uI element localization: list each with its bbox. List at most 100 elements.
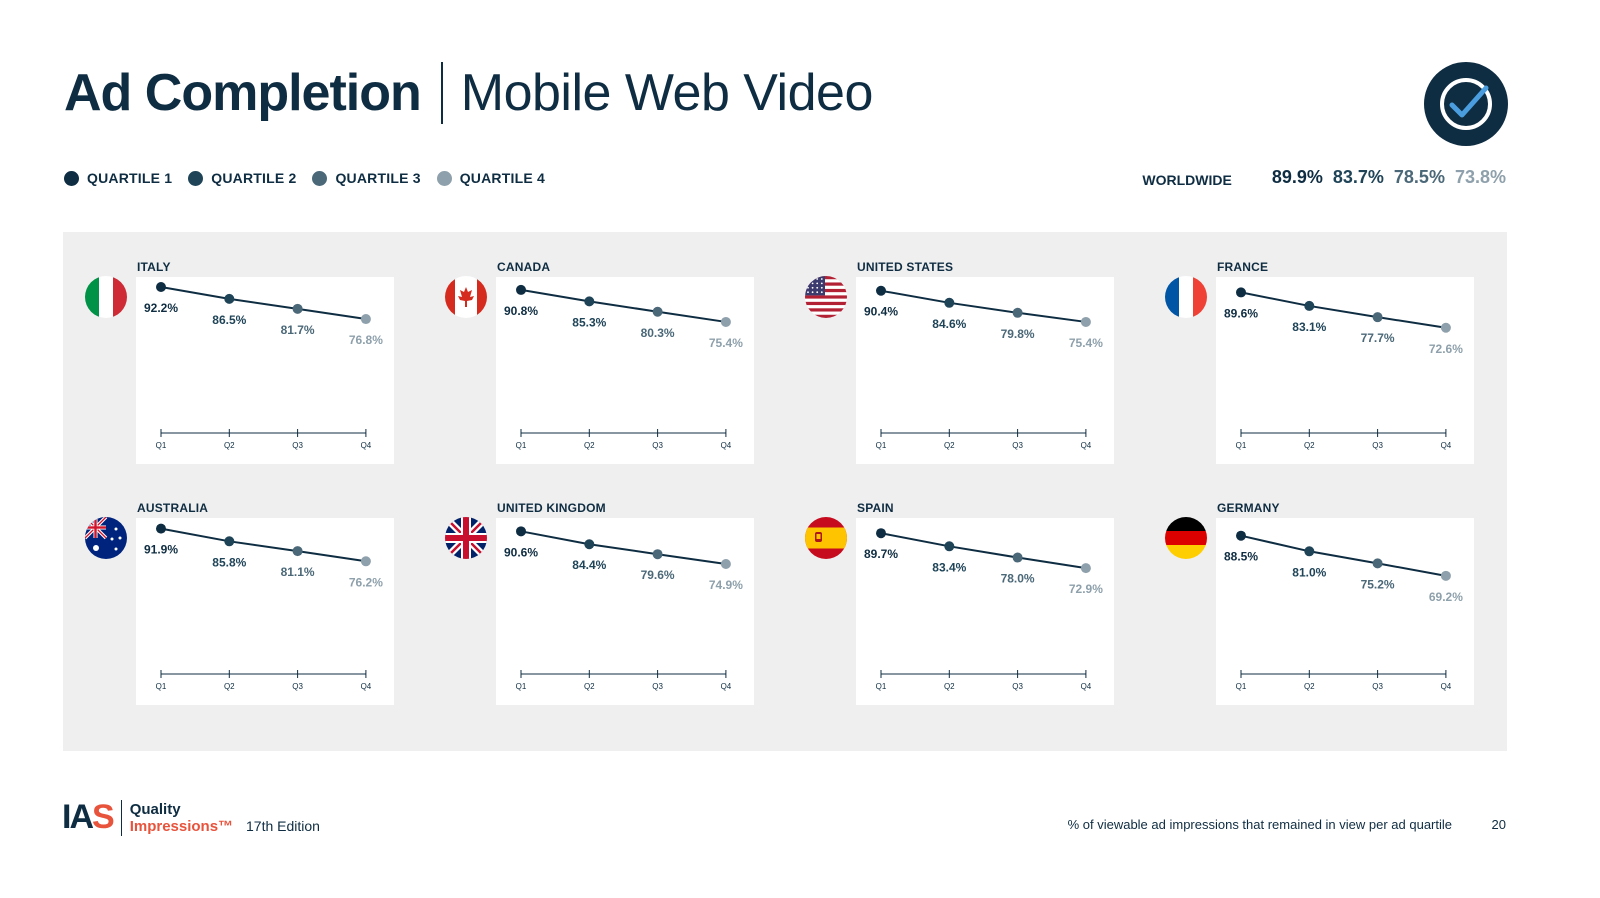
chart-card: Q1 Q2 Q3 Q4 90.8% 85.3% 80.3% 75.4% (496, 277, 754, 464)
x-tick-label: Q2 (584, 441, 595, 450)
data-point-q3 (1012, 307, 1023, 318)
chart-title: ITALY (137, 260, 171, 274)
x-tick-label: Q1 (876, 682, 887, 691)
legend-item-q4: QUARTILE 4 (436, 170, 545, 186)
chart-svg: Q1 Q2 Q3 Q4 92.2% 86.5% 81.7% 76.8% (144, 282, 383, 450)
data-point-q3 (292, 546, 303, 557)
data-point-q4 (1080, 563, 1091, 574)
chart-svg: Q1 Q2 Q3 Q4 89.7% 83.4% 78.0% 72.9% (864, 528, 1103, 691)
series-line (1240, 291, 1447, 329)
chart-france: FRANCE Q1 Q2 Q3 Q4 89.6% 83.1% 77.7% 72.6% (1143, 232, 1483, 472)
chart-card: Q1 Q2 Q3 Q4 90.4% 84.6% 79.8% 75.4% (856, 277, 1114, 464)
data-point-q4 (720, 316, 731, 327)
data-label-q1: 90.8% (504, 304, 538, 318)
data-point-q1 (876, 285, 886, 296)
x-tick-label: Q3 (1372, 682, 1383, 691)
legend-dot-q2 (188, 170, 204, 186)
chart-svg: Q1 Q2 Q3 Q4 90.8% 85.3% 80.3% 75.4% (504, 284, 743, 450)
data-point-q1 (516, 526, 526, 537)
x-tick-label: Q4 (361, 682, 372, 691)
x-tick-label: Q2 (224, 441, 235, 450)
chart-svg: Q1 Q2 Q3 Q4 90.6% 84.4% 79.6% 74.9% (504, 526, 743, 691)
x-tick-label: Q2 (1304, 441, 1315, 450)
chart-italy: ITALY Q1 Q2 Q3 Q4 92.2% 86.5% 81.7% 76.8% (63, 232, 403, 472)
data-point-q2 (224, 293, 235, 304)
x-tick-label: Q3 (292, 441, 303, 450)
chart-card: Q1 Q2 Q3 Q4 90.6% 84.4% 79.6% 74.9% (496, 518, 754, 705)
chart-australia: AUSTRALIA Q1 Q2 Q3 Q4 91.9% 85.8% 81.1% 76.2% (63, 473, 403, 713)
data-label-q3: 78.0% (1001, 572, 1035, 586)
data-label-q4: 74.9% (709, 578, 743, 592)
data-point-q2 (1304, 546, 1315, 557)
data-label-q2: 85.3% (572, 315, 606, 329)
x-tick-label: Q3 (1012, 441, 1023, 450)
brand-line-2: Impressions™ (129, 817, 234, 835)
page-number: 20 (1491, 817, 1506, 832)
data-label-q1: 90.6% (504, 545, 538, 559)
legend-dot-q3 (312, 170, 328, 186)
data-point-q2 (584, 539, 595, 550)
data-label-q2: 83.4% (932, 560, 966, 574)
data-label-q3: 80.3% (641, 326, 675, 340)
data-label-q3: 79.6% (641, 568, 675, 582)
data-point-q2 (584, 296, 595, 307)
x-tick-label: Q1 (516, 441, 527, 450)
data-label-q4: 76.2% (349, 575, 383, 589)
x-tick-label: Q1 (1236, 682, 1247, 691)
logo-divider (120, 799, 122, 836)
data-label-q3: 75.2% (1361, 577, 1395, 591)
x-tick-label: Q3 (652, 441, 663, 450)
x-tick-label: Q4 (361, 441, 372, 450)
spain-flag-icon (805, 517, 847, 559)
legend-label-q4: QUARTILE 4 (459, 170, 545, 186)
series-line (1240, 534, 1447, 577)
data-point-q3 (292, 303, 303, 314)
chart-card: Q1 Q2 Q3 Q4 89.6% 83.1% 77.7% 72.6% (1216, 277, 1474, 464)
chart-spain: SPAIN Q1 Q2 Q3 Q4 89.7% 83.4% 78.0% 72.9% (783, 473, 1123, 713)
data-label-q1: 89.7% (864, 547, 898, 561)
x-tick-label: Q4 (1081, 441, 1092, 450)
data-label-q3: 77.7% (1361, 331, 1395, 345)
data-point-q3 (1372, 312, 1383, 323)
data-label-q3: 81.7% (281, 323, 315, 337)
worldwide-value-q3: 78.5% (1393, 166, 1445, 187)
data-point-q1 (156, 523, 166, 534)
chart-canada: CANADA Q1 Q2 Q3 Q4 90.8% 85.3% 80.3% 75.4% (423, 232, 763, 472)
worldwide-value-q1: 89.9% (1271, 166, 1323, 187)
data-point-q4 (360, 556, 371, 567)
worldwide-summary: WORLDWIDE 89.9% 83.7% 78.5% 73.8% (1142, 166, 1506, 189)
data-label-q4: 76.8% (349, 333, 383, 347)
data-label-q2: 85.8% (212, 555, 246, 569)
data-point-q2 (944, 541, 955, 552)
germany-flag-icon (1165, 517, 1207, 559)
usa-flag-icon (805, 276, 847, 318)
data-point-q1 (876, 528, 886, 539)
title-divider (440, 62, 443, 124)
ias-wordmark-accent: S (92, 798, 115, 836)
chart-united-kingdom: UNITED KINGDOM Q1 Q2 Q3 Q4 90.6% 84.4% 79.6% 74.… (423, 473, 763, 713)
chart-card: Q1 Q2 Q3 Q4 92.2% 86.5% 81.7% 76.8% (136, 277, 394, 464)
legend-dot-q4 (436, 170, 452, 186)
chart-title: UNITED KINGDOM (497, 501, 606, 515)
chart-title: UNITED STATES (857, 260, 954, 274)
brand-line-1: Quality (129, 800, 181, 818)
chart-card: Q1 Q2 Q3 Q4 89.7% 83.4% 78.0% 72.9% (856, 518, 1114, 705)
x-tick-label: Q3 (1012, 682, 1023, 691)
data-label-q2: 86.5% (212, 313, 246, 327)
data-label-q4: 75.4% (709, 336, 743, 350)
series-line (520, 288, 727, 323)
data-label-q4: 75.4% (1069, 336, 1103, 350)
x-tick-label: Q4 (721, 441, 732, 450)
france-flag-icon (1165, 276, 1207, 318)
x-tick-label: Q1 (156, 441, 167, 450)
data-label-q2: 84.6% (932, 317, 966, 331)
legend-item-q1: QUARTILE 1 (64, 170, 172, 186)
data-point-q4 (1080, 316, 1091, 327)
x-tick-label: Q3 (652, 682, 663, 691)
x-tick-label: Q4 (1441, 441, 1452, 450)
x-tick-label: Q2 (584, 682, 595, 691)
series-line (880, 532, 1087, 570)
data-point-q4 (1440, 322, 1451, 333)
chart-title: FRANCE (1217, 260, 1269, 274)
chart-card: Q1 Q2 Q3 Q4 88.5% 81.0% 75.2% 69.2% (1216, 518, 1474, 705)
